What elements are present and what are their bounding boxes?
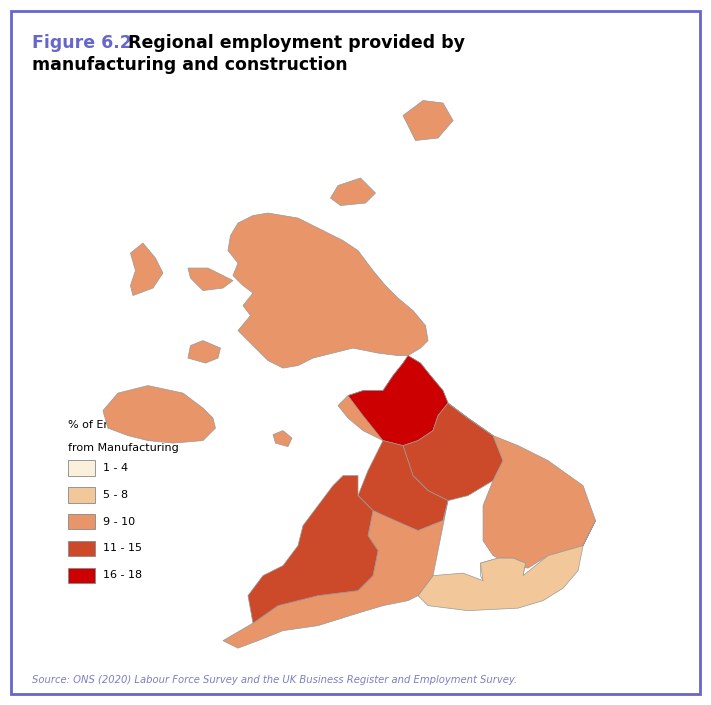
Text: Source: ONS (2020) Labour Force Survey and the UK Business Register and Employme: Source: ONS (2020) Labour Force Survey a… — [32, 675, 517, 685]
FancyBboxPatch shape — [68, 541, 95, 556]
Polygon shape — [448, 403, 596, 568]
Polygon shape — [223, 501, 448, 648]
Text: Figure 6.2: Figure 6.2 — [32, 34, 132, 52]
Text: from Manufacturing: from Manufacturing — [68, 443, 178, 453]
Polygon shape — [331, 178, 375, 206]
Text: 9 - 10: 9 - 10 — [103, 517, 135, 527]
Text: 11 - 15: 11 - 15 — [103, 544, 142, 553]
Text: 1 - 4: 1 - 4 — [103, 463, 128, 473]
FancyBboxPatch shape — [68, 460, 95, 476]
Text: % of Employment: % of Employment — [68, 420, 166, 430]
FancyBboxPatch shape — [68, 487, 95, 503]
FancyBboxPatch shape — [68, 568, 95, 583]
Polygon shape — [358, 441, 448, 531]
Polygon shape — [403, 403, 503, 501]
Text: 16 - 18: 16 - 18 — [103, 570, 142, 580]
Polygon shape — [228, 213, 428, 368]
Polygon shape — [481, 558, 525, 583]
FancyBboxPatch shape — [68, 514, 95, 529]
Text: Regional employment provided by: Regional employment provided by — [128, 34, 465, 52]
Text: 5 - 8: 5 - 8 — [103, 490, 128, 500]
Text: manufacturing and construction: manufacturing and construction — [32, 56, 348, 75]
Polygon shape — [103, 386, 215, 443]
Polygon shape — [348, 355, 448, 446]
Polygon shape — [383, 355, 448, 418]
Polygon shape — [130, 243, 163, 295]
Polygon shape — [338, 391, 438, 446]
Polygon shape — [418, 520, 596, 611]
Polygon shape — [188, 268, 233, 290]
Polygon shape — [403, 101, 453, 140]
Polygon shape — [248, 476, 378, 623]
Polygon shape — [188, 341, 220, 363]
Polygon shape — [273, 431, 292, 446]
